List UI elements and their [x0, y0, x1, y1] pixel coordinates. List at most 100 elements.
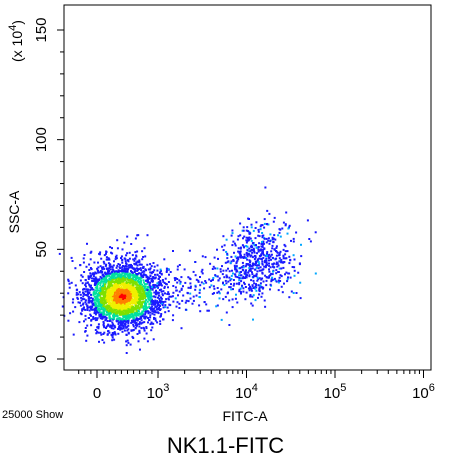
event-dot	[264, 274, 267, 277]
event-dot	[134, 288, 136, 291]
event-dot	[132, 279, 135, 282]
event-dot	[145, 305, 147, 308]
event-dot	[138, 307, 141, 310]
event-dot	[245, 269, 247, 272]
event-dot	[292, 254, 295, 257]
event-dot	[88, 283, 91, 286]
event-dot	[108, 317, 111, 320]
event-dot	[220, 288, 223, 291]
event-dot	[119, 263, 121, 266]
event-dot	[166, 306, 169, 309]
event-dot	[168, 303, 171, 306]
event-dot	[126, 294, 129, 297]
event-dot	[84, 327, 87, 329]
event-dot	[76, 296, 79, 299]
event-dot	[189, 278, 192, 281]
event-dot	[118, 301, 121, 304]
event-dot	[123, 309, 126, 312]
event-dot	[91, 300, 94, 303]
event-dot	[180, 327, 183, 330]
event-dot	[156, 285, 159, 287]
event-dot	[92, 275, 95, 278]
event-dot	[121, 300, 124, 303]
event-dot	[151, 288, 154, 291]
event-dot	[119, 284, 122, 286]
event-dot	[245, 241, 248, 244]
event-dot	[182, 294, 185, 297]
event-dot	[101, 291, 103, 294]
event-dot	[228, 324, 231, 326]
event-dot	[94, 278, 97, 281]
event-dot	[155, 289, 157, 292]
event-dot	[107, 303, 110, 305]
event-dot	[260, 248, 263, 251]
event-dot	[133, 271, 136, 273]
event-dot	[134, 312, 137, 314]
event-dot	[134, 286, 137, 289]
event-dot	[239, 256, 242, 259]
event-dot	[101, 268, 104, 271]
event-dot	[199, 276, 201, 278]
event-dot	[128, 266, 131, 269]
event-dot	[125, 344, 128, 347]
event-dot	[126, 298, 128, 301]
event-dot	[113, 293, 116, 296]
event-dot	[269, 288, 271, 291]
event-dot	[244, 271, 247, 273]
y-multiplier-label: (x 104)	[7, 20, 25, 62]
event-dot	[107, 262, 110, 265]
event-dot	[126, 339, 129, 342]
event-dot	[295, 231, 298, 234]
event-dot	[247, 236, 250, 239]
event-dot	[111, 321, 114, 324]
event-dot	[125, 300, 128, 303]
event-dot	[95, 332, 98, 335]
event-dot	[117, 288, 120, 290]
event-dot	[104, 271, 107, 274]
event-dot	[115, 318, 118, 321]
event-dot	[283, 261, 286, 263]
event-dot	[105, 313, 108, 316]
event-dot	[164, 311, 167, 314]
event-dot	[249, 269, 252, 272]
event-dot	[86, 294, 89, 297]
event-dot	[132, 276, 135, 279]
event-dot	[244, 265, 247, 268]
event-dot	[126, 267, 129, 270]
event-dot	[210, 280, 213, 282]
event-dot	[145, 310, 148, 313]
event-dot	[112, 333, 115, 336]
event-dot	[124, 324, 127, 327]
event-dot	[71, 301, 74, 304]
event-dot	[162, 290, 165, 293]
event-dot	[108, 331, 111, 334]
event-dot	[82, 295, 85, 298]
event-dot	[116, 271, 119, 273]
event-dot	[133, 290, 136, 293]
event-dot	[96, 306, 99, 308]
event-dot	[287, 272, 290, 275]
event-dot	[109, 307, 112, 310]
event-dot	[98, 313, 101, 316]
event-dot	[144, 268, 147, 271]
event-dot	[110, 276, 113, 279]
event-dot	[99, 284, 102, 287]
event-dot	[105, 297, 108, 300]
event-dot	[89, 305, 92, 308]
event-dot	[100, 311, 103, 314]
event-dot	[153, 269, 156, 272]
event-dot	[160, 269, 162, 272]
event-dot	[241, 277, 244, 280]
event-dot	[263, 226, 266, 229]
event-dot	[67, 292, 70, 295]
event-dot	[222, 281, 224, 284]
event-dot	[256, 264, 259, 267]
event-dot	[117, 292, 120, 295]
event-dot	[187, 276, 190, 279]
event-dot	[165, 271, 168, 273]
event-dot	[121, 317, 124, 320]
event-dot	[224, 261, 227, 264]
event-dot	[84, 314, 87, 317]
event-dot	[149, 271, 152, 274]
